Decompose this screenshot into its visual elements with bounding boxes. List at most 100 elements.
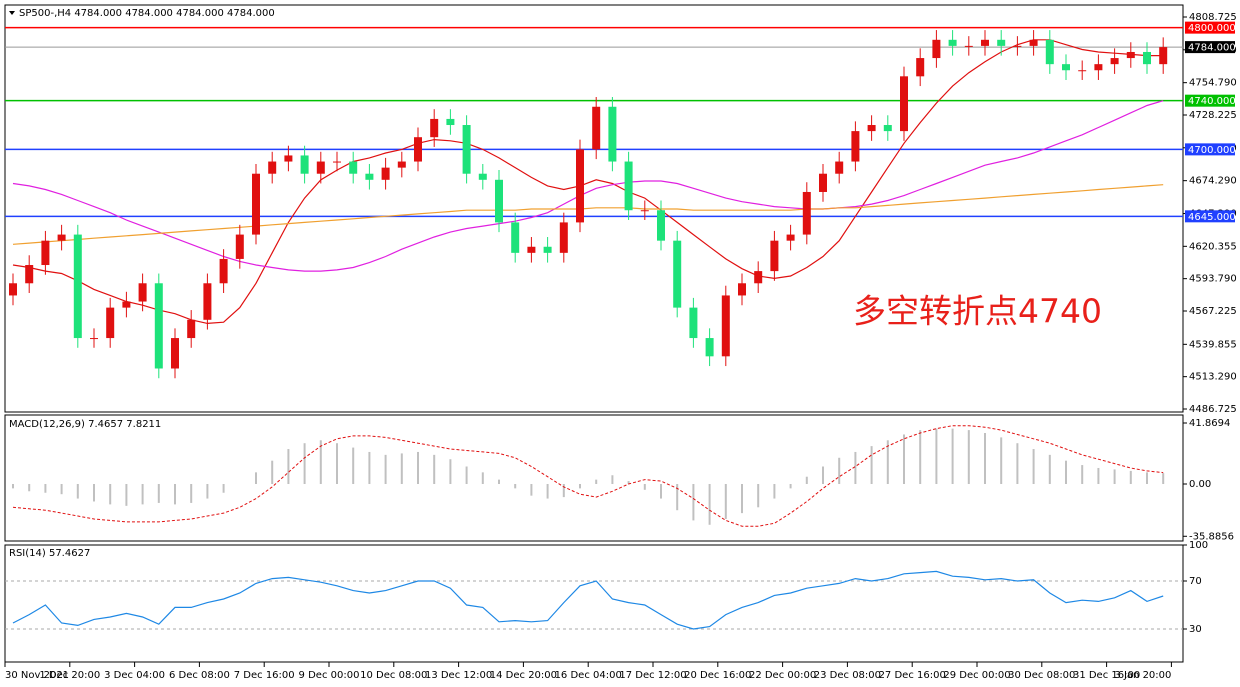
candle-body bbox=[721, 295, 730, 357]
chart-title: SP500-,H4 4784.000 4784.000 4784.000 478… bbox=[19, 8, 275, 19]
candle-body bbox=[576, 149, 584, 223]
level-label: 4645.000 bbox=[1188, 212, 1236, 223]
y-tick-label: 0.00 bbox=[1189, 479, 1211, 490]
candle-body bbox=[397, 161, 406, 168]
candle-body bbox=[1094, 64, 1103, 71]
x-tick-label: 27 Dec 16:00 bbox=[879, 670, 946, 681]
main-panel bbox=[4, 4, 1184, 413]
x-tick-label: 30 Nov 2021 bbox=[5, 670, 69, 681]
candle-body bbox=[171, 338, 179, 369]
candle-body bbox=[786, 234, 795, 241]
menu-arrow[interactable] bbox=[9, 11, 15, 15]
candle-body bbox=[754, 271, 763, 284]
level-label: 4740.000 bbox=[1188, 96, 1236, 107]
candle-body bbox=[900, 76, 908, 132]
candle-body bbox=[867, 125, 876, 132]
candle-body bbox=[932, 39, 941, 59]
candle-body bbox=[462, 125, 471, 174]
candle-body bbox=[9, 283, 17, 296]
candle-body bbox=[1013, 45, 1022, 47]
macd-panel bbox=[4, 414, 1184, 542]
candle-body bbox=[1078, 70, 1087, 72]
x-tick-label: 30 Dec 08:00 bbox=[1008, 670, 1075, 681]
y-tick-label: 4567.225 bbox=[1189, 306, 1237, 317]
candle-body bbox=[657, 210, 665, 241]
y-tick-label: 30 bbox=[1189, 624, 1202, 635]
x-tick-label: 22 Dec 00:00 bbox=[749, 670, 816, 681]
candle-body bbox=[883, 125, 892, 132]
rsi-title: RSI(14) 57.4627 bbox=[9, 548, 90, 559]
candle-body bbox=[495, 179, 503, 223]
candle-body bbox=[203, 283, 212, 320]
candle-body bbox=[333, 161, 341, 163]
y-tick-label: 4593.790 bbox=[1189, 274, 1237, 285]
level-label-box bbox=[1185, 21, 1235, 34]
candle-body bbox=[154, 283, 163, 369]
annotation: 多空转折点4740 bbox=[853, 292, 1102, 331]
y-tick-label: 4620.355 bbox=[1189, 241, 1237, 252]
x-tick-label: 9 Dec 00:00 bbox=[299, 670, 360, 681]
macd-title: MACD(12,26,9) 7.4657 7.8211 bbox=[9, 419, 161, 430]
candle-body bbox=[705, 338, 714, 357]
candle-body bbox=[802, 191, 811, 235]
rsi-line bbox=[12, 570, 1164, 630]
y-tick-label: 4513.290 bbox=[1189, 372, 1237, 383]
x-tick-label: 7 Dec 16:00 bbox=[234, 670, 295, 681]
candle-body bbox=[608, 106, 617, 162]
candle-body bbox=[122, 301, 131, 308]
level-label-box bbox=[1185, 41, 1235, 54]
x-tick-label: 29 Dec 00:00 bbox=[943, 670, 1010, 681]
candle-body bbox=[689, 307, 698, 339]
candle-body bbox=[414, 137, 422, 162]
x-tick-label: 20 Dec 16:00 bbox=[684, 670, 751, 681]
rsi-panel bbox=[4, 544, 1184, 663]
x-tick-label: 3 Dec 04:00 bbox=[104, 670, 165, 681]
y-tick-label: -35.8856 bbox=[1189, 531, 1234, 542]
x-tick-label: 14 Dec 20:00 bbox=[490, 670, 557, 681]
candle-body bbox=[316, 161, 325, 174]
candle-body bbox=[73, 234, 82, 339]
candle-body bbox=[381, 167, 390, 180]
candle-body bbox=[138, 283, 147, 302]
candle-body bbox=[1029, 39, 1038, 46]
y-tick-label: 41.8694 bbox=[1189, 418, 1230, 429]
level-label: 4800.000 bbox=[1188, 23, 1236, 34]
candle-body bbox=[640, 210, 649, 212]
candle-body bbox=[219, 258, 228, 284]
candle-body bbox=[25, 265, 34, 284]
x-tick-label: 6 Dec 08:00 bbox=[169, 670, 230, 681]
level-label-box bbox=[1185, 94, 1235, 107]
candle-body bbox=[235, 234, 244, 259]
candle-body bbox=[349, 161, 358, 174]
candle-body bbox=[997, 39, 1006, 46]
x-tick-label: 17 Dec 12:00 bbox=[619, 670, 686, 681]
x-tick-label: 16 Dec 04:00 bbox=[555, 670, 622, 681]
candle-body bbox=[446, 118, 455, 126]
candle-body bbox=[948, 39, 957, 46]
level-label: 4700.000 bbox=[1188, 145, 1236, 156]
candle-body bbox=[478, 173, 487, 180]
candle-body bbox=[1110, 58, 1119, 65]
y-tick-label: 70 bbox=[1189, 576, 1202, 587]
candle-body bbox=[106, 307, 115, 339]
macd-signal bbox=[12, 425, 1164, 527]
candle-body bbox=[57, 234, 66, 241]
candle-body bbox=[770, 240, 779, 272]
candle-body bbox=[284, 155, 293, 162]
level-label-box bbox=[1185, 143, 1235, 156]
candle-body bbox=[916, 58, 925, 77]
candle-body bbox=[300, 155, 309, 174]
level-label-box bbox=[1185, 210, 1235, 223]
candle-body bbox=[365, 173, 374, 180]
candle-body bbox=[819, 173, 827, 192]
moving-average bbox=[12, 184, 1164, 245]
candle-body bbox=[1045, 39, 1054, 65]
candle-body bbox=[673, 240, 682, 308]
candle-body bbox=[851, 131, 860, 162]
x-tick-label: 31 Dec 16:00 bbox=[1073, 670, 1140, 681]
candle-body bbox=[1062, 64, 1070, 71]
y-tick-label: 4728.225 bbox=[1189, 110, 1237, 121]
candle-body bbox=[1159, 47, 1168, 65]
